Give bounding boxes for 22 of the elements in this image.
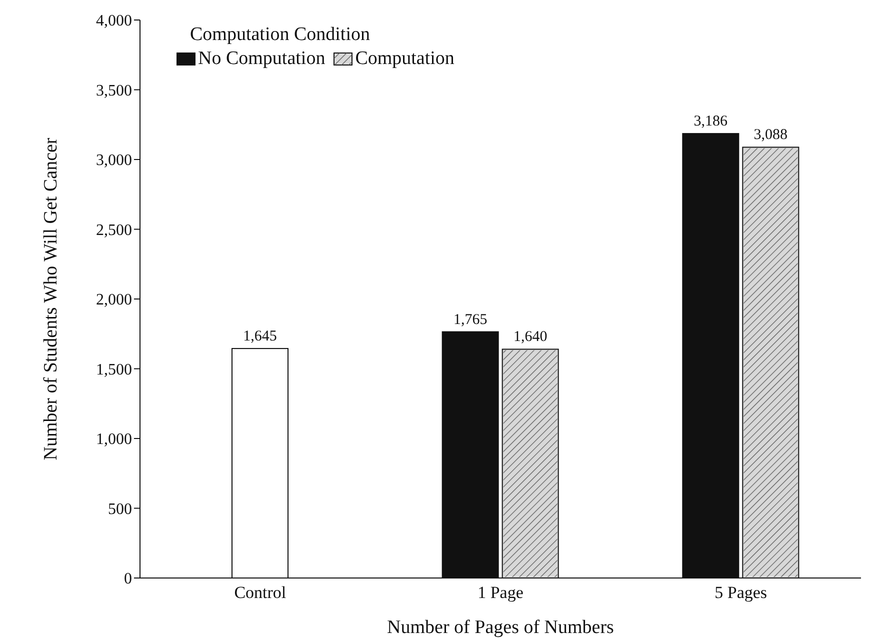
data-label: 1,645 xyxy=(243,328,277,345)
x-tick-label: 1 Page xyxy=(478,583,524,602)
y-tick-label: 2,500 xyxy=(96,222,132,239)
data-label: 1,640 xyxy=(513,329,548,346)
y-axis-title: Number of Students Who Will Get Cancer xyxy=(40,137,62,460)
y-tick-label: 3,500 xyxy=(96,82,132,100)
data-label: 3,186 xyxy=(694,114,728,130)
legend-title: Computation Condition xyxy=(190,24,371,46)
y-tick-label: 1,000 xyxy=(96,431,132,448)
x-tick-label: 5 Pages xyxy=(714,583,768,602)
legend-label: No Computation xyxy=(197,48,326,70)
y-tick-label: 1,500 xyxy=(96,361,132,378)
data-label: 3,088 xyxy=(754,127,788,144)
y-tick-label: 4,000 xyxy=(96,12,132,30)
x-tick-label: Control xyxy=(234,583,286,602)
data-label: 1,765 xyxy=(453,312,488,328)
y-tick-label: 0 xyxy=(124,570,132,588)
y-tick-label: 500 xyxy=(108,500,132,518)
y-tick-label: 2,000 xyxy=(96,292,132,309)
legend-label: Computation xyxy=(354,48,454,70)
x-axis-title: Number of Pages of Numbers xyxy=(387,617,614,638)
y-tick-label: 3,000 xyxy=(96,152,132,170)
